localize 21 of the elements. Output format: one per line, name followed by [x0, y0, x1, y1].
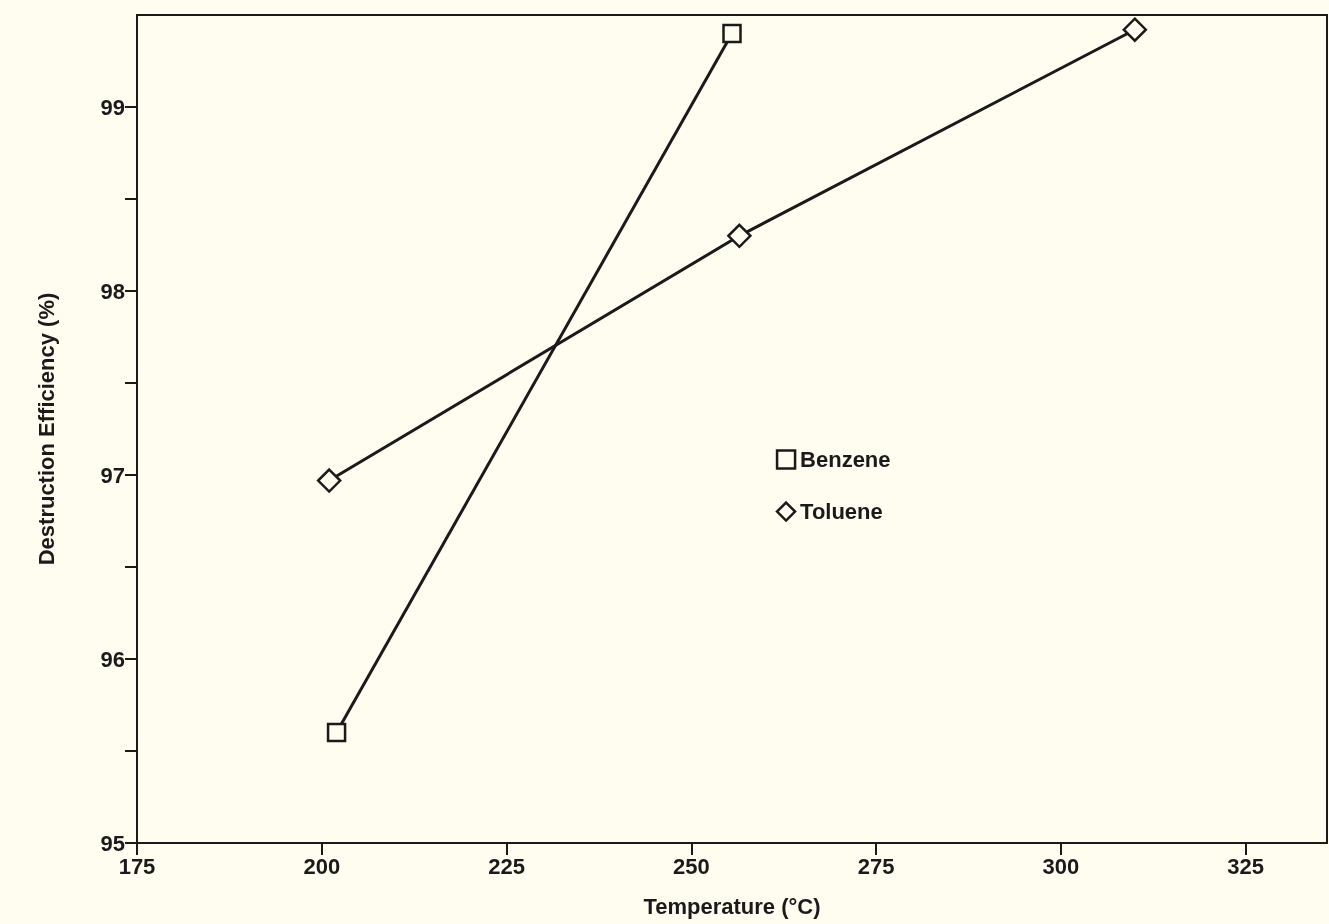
y-tick-label: 98 — [100, 278, 125, 304]
x-tick-label: 250 — [672, 853, 710, 879]
y-tick-label: 99 — [100, 94, 125, 120]
x-tick-label: 200 — [303, 853, 341, 879]
point — [326, 722, 347, 743]
x-tick-label: 275 — [857, 853, 895, 879]
x-tick-label: 175 — [118, 853, 156, 879]
legend-label: Benzene — [800, 447, 891, 473]
y-tick-label: 97 — [100, 462, 125, 488]
point — [316, 468, 342, 493]
point — [1122, 17, 1148, 42]
y-tick-label: 95 — [100, 830, 125, 856]
y-tick-label: 96 — [100, 646, 125, 672]
legend-label: Toluene — [800, 499, 883, 525]
point — [722, 23, 742, 44]
x-tick-label: 225 — [488, 853, 525, 879]
x-axis-title: Temperature (°C) — [643, 893, 821, 919]
point — [727, 223, 752, 249]
x-tick-label: 325 — [1227, 853, 1265, 879]
x-tick-label: 300 — [1042, 853, 1080, 879]
y-axis-title: Destruction Efficiency (%) — [33, 292, 59, 566]
